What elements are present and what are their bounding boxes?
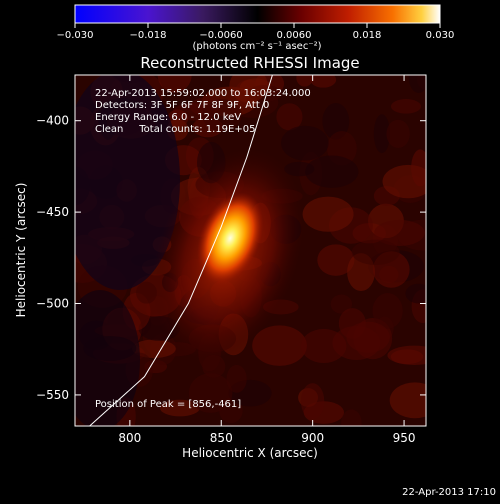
colorbar-unit-label: (photons cm⁻² s⁻¹ asec⁻²): [192, 41, 321, 52]
noise-blotch: [252, 325, 307, 366]
noise-blotch: [229, 75, 268, 103]
noise-blotch: [310, 75, 337, 88]
y-tick-label: −500: [36, 297, 69, 311]
left-dark-region-lower: [75, 290, 140, 426]
image-area: [75, 75, 426, 426]
x-tick-label: 850: [210, 431, 233, 445]
noise-blotch: [372, 293, 403, 329]
noise-blotch: [300, 328, 347, 364]
noise-blotch: [317, 244, 355, 276]
noise-blotch: [157, 75, 192, 93]
x-tick-label: 950: [393, 431, 416, 445]
noise-blotch: [389, 382, 426, 419]
noise-blotch: [276, 103, 303, 131]
hard-xray-source: [197, 192, 264, 285]
peak-position-label: Position of Peak = [856,-461]: [95, 399, 241, 410]
noise-blotch: [159, 399, 200, 417]
observation-info: 22-Apr-2013 15:59:02.000 to 16:03:24.000…: [95, 88, 311, 135]
plot-frame: [74, 74, 427, 427]
y-tick-label: −450: [36, 205, 69, 219]
noise-blotch: [405, 283, 426, 304]
annotation-detectors: Detectors: 3F 5F 6F 7F 8F 9F, Att 0: [95, 100, 269, 111]
noise-blotch: [341, 409, 362, 426]
noise-blotch: [188, 373, 233, 413]
noise-blotch: [296, 75, 314, 87]
colorbar-tick-label: 0.030: [426, 30, 455, 41]
y-tick-label: −550: [36, 388, 69, 402]
noise-blotch: [202, 99, 242, 132]
noise-blotch: [136, 281, 157, 304]
x-axis-ticks: 800 850 900 950: [118, 75, 416, 445]
noise-blotch: [386, 119, 410, 149]
colorbar-tick-label: −0.030: [56, 30, 93, 41]
x-tick-label: 900: [301, 431, 324, 445]
left-dark-region: [75, 75, 180, 290]
colorbar-tick-label: 0.0060: [277, 30, 312, 41]
colorbar: [75, 5, 440, 23]
noise-blotch: [300, 383, 325, 420]
colorbar-tick-label: 0.018: [353, 30, 382, 41]
y-axis-ticks: −400 −450 −500 −550: [36, 114, 426, 402]
noise-blotch: [408, 75, 426, 93]
noise-blotch: [302, 196, 354, 232]
noise-blotch: [281, 125, 329, 161]
annotation-energy: Energy Range: 6.0 - 12.0 keV: [95, 112, 241, 123]
noise-blotch: [374, 219, 425, 246]
colorbar-ticks: −0.030 −0.018 −0.0060 0.0060 0.018 0.030: [56, 23, 454, 41]
noise-blotch: [390, 99, 422, 114]
colorbar-frame: [74, 4, 441, 24]
noise-blotch: [373, 114, 390, 154]
solar-limb-curve: [89, 75, 273, 426]
noise-blotch: [411, 149, 426, 187]
y-tick-label: −400: [36, 114, 69, 128]
noise-blotch: [322, 103, 350, 140]
annotation-counts: Clean Total counts: 1.19E+05: [95, 124, 255, 135]
noise-blotch: [387, 345, 426, 366]
y-axis-label: Heliocentric Y (arcsec): [14, 183, 28, 318]
x-axis-label: Heliocentric X (arcsec): [182, 446, 318, 460]
x-tick-label: 800: [118, 431, 141, 445]
chart-title: Reconstructed RHESSI Image: [140, 54, 359, 72]
annotation-time: 22-Apr-2013 15:59:02.000 to 16:03:24.000: [95, 88, 311, 99]
colorbar-tick-label: −0.0060: [199, 30, 242, 41]
footer-timestamp: 22-Apr-2013 17:10: [402, 487, 496, 498]
colorbar-tick-label: −0.018: [129, 30, 166, 41]
noise-blotch: [226, 364, 247, 393]
noise-blotch: [305, 155, 359, 188]
noise-blotch: [351, 239, 400, 265]
noise-blotch: [330, 294, 353, 314]
